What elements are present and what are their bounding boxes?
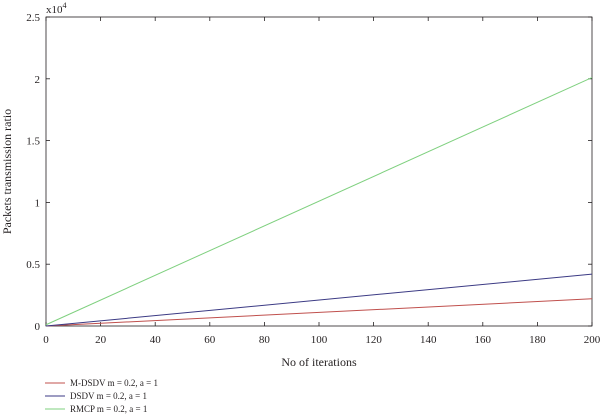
y-tick-label: 2.5: [26, 12, 40, 24]
x-axis-title: No of iterations: [281, 355, 357, 369]
y-axis-title: Packets transmission ratio: [0, 109, 14, 234]
y-tick-label: 0: [35, 321, 41, 333]
series-line-0: [45, 298, 593, 327]
y-tick-label: 1.5: [26, 136, 40, 148]
series-line-2: [45, 77, 593, 326]
x-tick-label: 140: [420, 334, 437, 346]
x-axis: 0 20 40 60 80 100 120 140 160 180 200: [43, 17, 600, 346]
x-tick-label: 100: [311, 334, 328, 346]
y-axis-multiplier: x104: [46, 1, 67, 16]
plot-area: [45, 16, 593, 327]
x-tick-label: 40: [150, 334, 162, 346]
legend-label-0: M-DSDV m = 0.2, a = 1: [70, 378, 158, 388]
x-tick-label: 20: [95, 334, 107, 346]
x-tick-label: 180: [529, 334, 546, 346]
plot-frame: [45, 16, 593, 327]
y-tick-label: 2: [35, 74, 41, 86]
y-multiplier-base: x10: [46, 4, 63, 16]
x-tick-label: 120: [365, 334, 382, 346]
y-axis: 0 0.5 1 1.5 2 2.5: [26, 12, 592, 333]
legend: M-DSDV m = 0.2, a = 1 DSDV m = 0.2, a = 1…: [45, 378, 158, 414]
series-line-1: [45, 273, 593, 327]
legend-label-1: DSDV m = 0.2, a = 1: [70, 391, 147, 401]
x-tick-label: 160: [475, 334, 492, 346]
x-tick-label: 200: [584, 334, 600, 346]
y-tick-label: 1: [35, 197, 41, 209]
x-tick-label: 80: [259, 334, 271, 346]
legend-label-2: RMCP m = 0.2, a = 1: [70, 404, 147, 414]
y-multiplier-exponent: 4: [63, 1, 67, 10]
y-tick-label: 0.5: [26, 259, 40, 271]
series-lines: [45, 77, 593, 327]
x-tick-label: 0: [43, 334, 49, 346]
x-tick-label: 60: [204, 334, 216, 346]
